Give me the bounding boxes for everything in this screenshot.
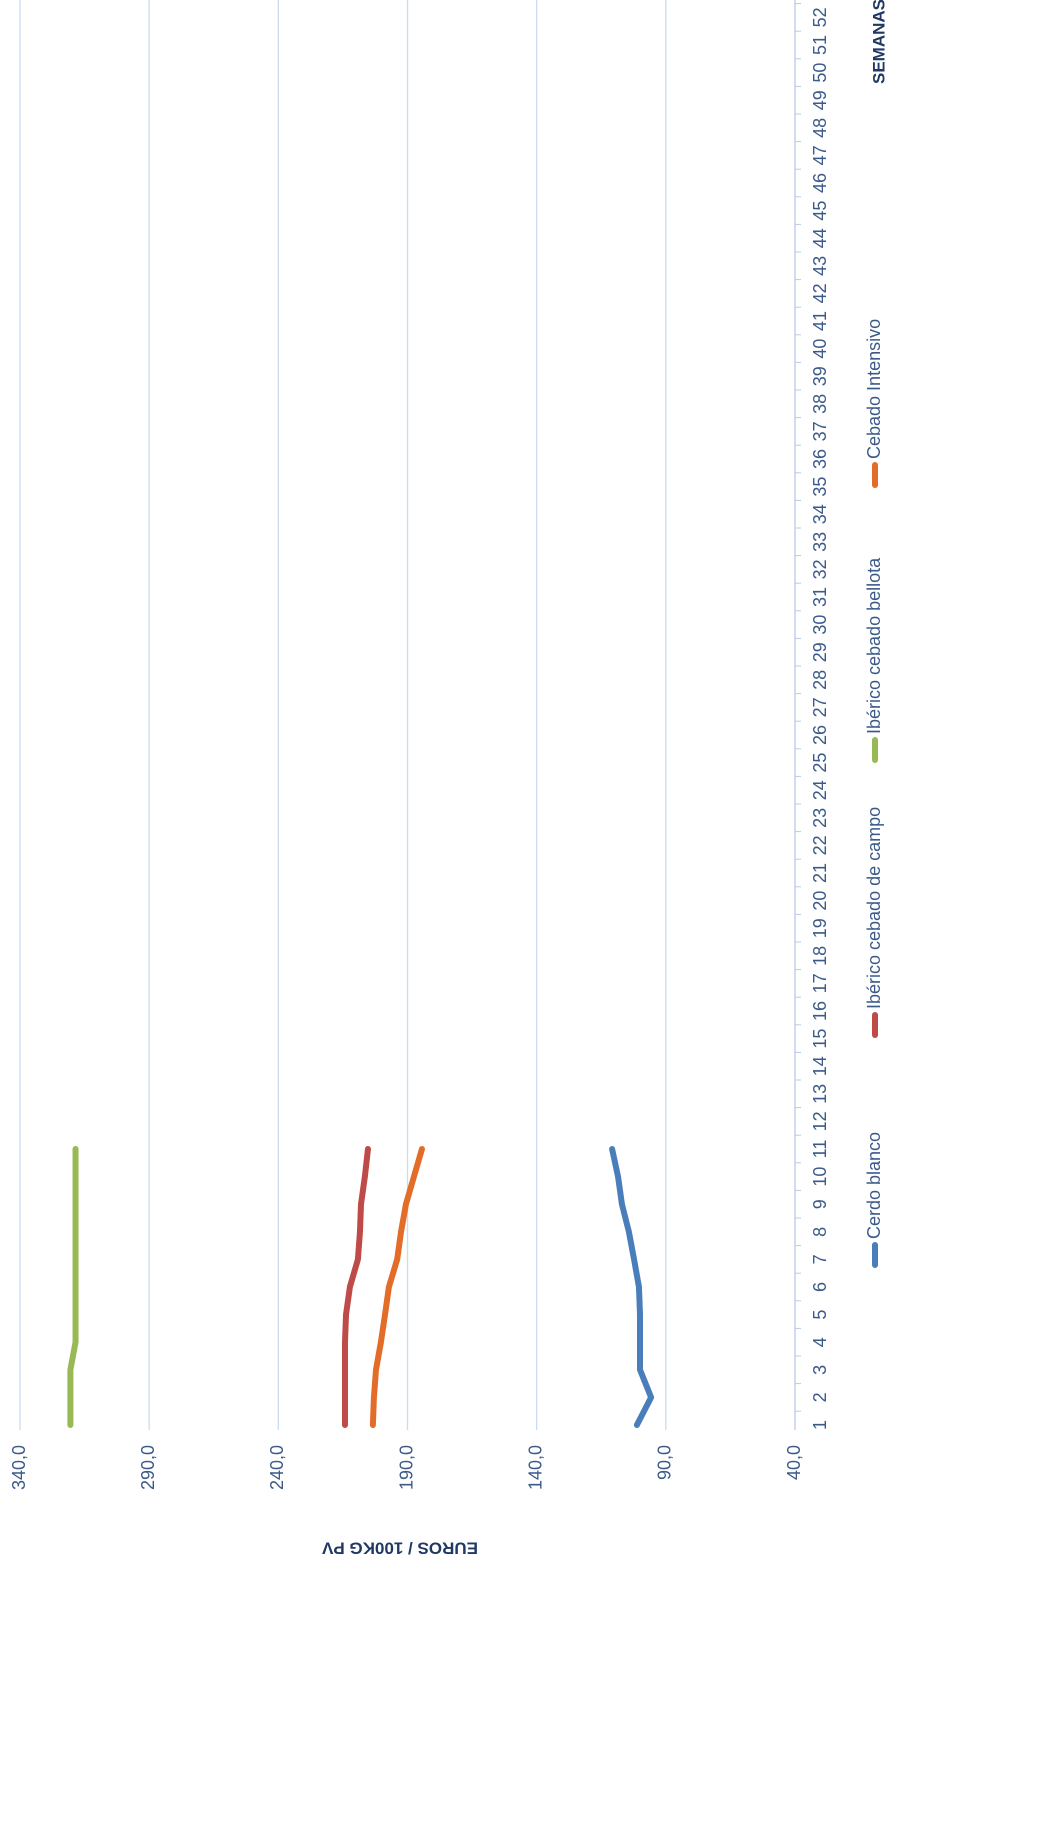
- x-tick-label: 4: [810, 1337, 830, 1347]
- x-tick-label: 11: [810, 1140, 830, 1159]
- x-tick-label: 35: [810, 477, 830, 497]
- x-tick-label: 36: [810, 449, 830, 469]
- x-tick-label: 15: [810, 1029, 830, 1049]
- x-tick-label: 44: [810, 228, 830, 248]
- x-tick-label: 32: [810, 559, 830, 579]
- legend-label: Cerdo blanco: [864, 1132, 884, 1239]
- x-tick-label: 52: [810, 7, 830, 27]
- x-tick-label: 27: [810, 697, 830, 717]
- y-tick-label: 340,0: [9, 1445, 29, 1490]
- series-line: [67, 1146, 79, 1428]
- x-tick-label: 24: [810, 780, 830, 800]
- x-tick-label: 41: [810, 311, 830, 331]
- x-tick-label: 29: [810, 642, 830, 662]
- legend-label: Ibérico cebado bellota: [864, 557, 884, 734]
- y-tick-label: 290,0: [138, 1445, 158, 1490]
- x-tick-label: 9: [810, 1199, 830, 1209]
- x-tick-label: 28: [810, 670, 830, 690]
- x-tick-label: 48: [810, 118, 830, 138]
- x-tick-label: 47: [810, 145, 830, 165]
- x-tick-label: 39: [810, 366, 830, 386]
- y-tick-label: 190,0: [396, 1445, 416, 1490]
- x-tick-label: 46: [810, 173, 830, 193]
- x-tick-label: 19: [810, 918, 830, 938]
- y-tick-label: 240,0: [267, 1445, 287, 1490]
- x-tick-label: 38: [810, 394, 830, 414]
- x-tick-label: 42: [810, 283, 830, 303]
- x-tick-label: 40: [810, 339, 830, 359]
- x-tick-label: 20: [810, 891, 830, 911]
- x-tick-label: 51: [810, 35, 830, 55]
- x-tick-label: 7: [810, 1254, 830, 1264]
- x-tick-label: 6: [810, 1282, 830, 1292]
- x-tick-label: 34: [810, 504, 830, 524]
- x-tick-label: 30: [810, 615, 830, 635]
- series-line: [369, 1146, 425, 1428]
- rotated-chart: SEMANAS EUROS / 100KG PV 40,090,0140,019…: [9, 0, 888, 1558]
- x-tick-label: 14: [810, 1056, 830, 1076]
- x-tick-label: 25: [810, 753, 830, 773]
- x-tick-label: 45: [810, 201, 830, 221]
- x-tick-label: 3: [810, 1365, 830, 1375]
- x-tick-label: 31: [810, 587, 830, 607]
- x-tick-label: 8: [810, 1227, 830, 1237]
- y-tick-label: 140,0: [525, 1445, 545, 1490]
- x-tick-label: 37: [810, 421, 830, 441]
- y-tick-label: 90,0: [655, 1445, 675, 1480]
- series-line: [609, 1146, 655, 1428]
- x-tick-label: 12: [810, 1111, 830, 1131]
- x-tick-label: 43: [810, 256, 830, 276]
- x-tick-label: 17: [810, 973, 830, 993]
- x-tick-label: 1: [810, 1420, 830, 1430]
- y-tick-label: 40,0: [784, 1445, 804, 1480]
- x-tick-label: 13: [810, 1084, 830, 1104]
- x-tick-label: 33: [810, 532, 830, 552]
- x-tick-label: 50: [810, 63, 830, 83]
- x-tick-label: 26: [810, 725, 830, 745]
- x-tick-label: 22: [810, 835, 830, 855]
- series-line: [341, 1146, 371, 1428]
- x-axis-title: SEMANAS: [869, 0, 888, 84]
- legend-label: Ibérico cebado de campo: [864, 807, 884, 1009]
- x-tick-label: 49: [810, 90, 830, 110]
- x-tick-label: 5: [810, 1310, 830, 1320]
- y-axis-title: EUROS / 100KG PV: [321, 1539, 478, 1558]
- x-tick-label: 18: [810, 946, 830, 966]
- x-tick-label: 16: [810, 1001, 830, 1021]
- x-tick-label: 23: [810, 808, 830, 828]
- x-tick-label: 10: [810, 1167, 830, 1187]
- x-tick-label: 21: [810, 863, 830, 883]
- legend-label: Cebado Intensivo: [864, 319, 884, 459]
- x-tick-label: 2: [810, 1392, 830, 1402]
